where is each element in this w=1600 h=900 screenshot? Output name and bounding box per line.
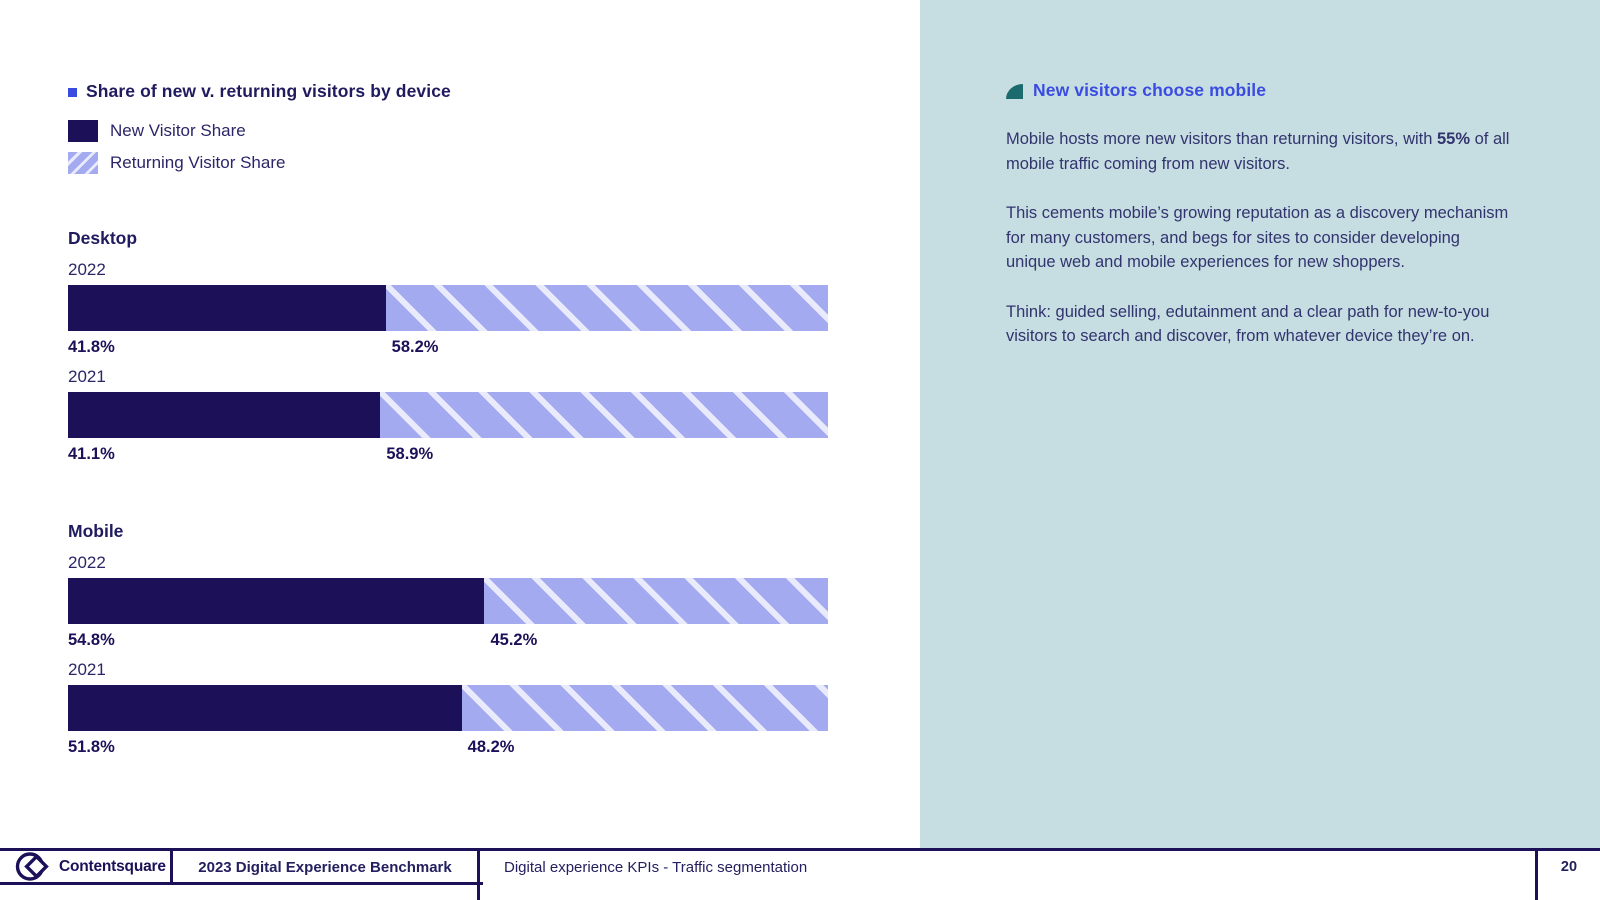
value-row: 41.8% 58.2% <box>68 335 828 359</box>
device-group-desktop: Desktop 2022 41.8% 58.2% 2021 <box>68 228 920 466</box>
section-title: Digital experience KPIs - Traffic segmen… <box>504 859 808 876</box>
year-label: 2022 <box>68 260 106 279</box>
insight-heading-row: New visitors choose mobile <box>1006 80 1510 101</box>
stacked-bar <box>68 685 828 731</box>
highlight-value: 55% <box>1437 130 1471 148</box>
chart-legend: New Visitor Share Returning Visitor Shar… <box>68 118 920 176</box>
year-label: 2021 <box>68 367 106 386</box>
footer-box-divider <box>0 882 483 885</box>
footer-bar: Contentsquare 2023 Digital Experience Be… <box>0 848 1600 900</box>
new-value-label: 41.8% <box>68 338 115 356</box>
bar-new-segment <box>68 685 462 731</box>
returning-value-label: 58.9% <box>386 445 434 463</box>
bar-row-mobile-2021: 2021 51.8% 48.2% <box>68 660 828 759</box>
footer-section-cell: Digital experience KPIs - Traffic segmen… <box>480 851 1538 900</box>
stacked-bar <box>68 392 828 438</box>
legend-swatch-new-visitor-icon <box>68 120 98 142</box>
bar-row-desktop-2022: 2022 41.8% 58.2% <box>68 260 828 359</box>
legend-item-returning-visitor: Returning Visitor Share <box>68 150 920 176</box>
returning-value-label: 58.2% <box>391 338 439 356</box>
returning-value-label: 48.2% <box>467 738 515 756</box>
year-label: 2021 <box>68 660 106 679</box>
device-group-mobile: Mobile 2022 54.8% 45.2% 2021 <box>68 521 920 759</box>
title-bullet-square-icon <box>68 88 77 97</box>
bar-new-segment <box>68 392 381 438</box>
stacked-bar <box>68 285 828 331</box>
legend-swatch-returning-visitor-icon <box>68 152 98 174</box>
legend-label-returning-visitor: Returning Visitor Share <box>110 153 286 172</box>
legend-item-new-visitor: New Visitor Share <box>68 118 920 144</box>
bar-new-segment <box>68 578 485 624</box>
bar-returning-segment <box>385 285 828 331</box>
value-row: 54.8% 45.2% <box>68 628 828 652</box>
bar-row-desktop-2021: 2021 41.1% 58.9% <box>68 367 828 466</box>
insight-heading: New visitors choose mobile <box>1033 80 1267 100</box>
bar-row-mobile-2022: 2022 54.8% 45.2% <box>68 553 828 652</box>
value-row: 41.1% 58.9% <box>68 442 828 466</box>
new-value-label: 51.8% <box>68 738 115 756</box>
chart-title: Share of new v. returning visitors by de… <box>86 80 451 101</box>
new-value-label: 54.8% <box>68 631 115 649</box>
page-number: 20 <box>1560 859 1578 875</box>
chart-panel: Share of new v. returning visitors by de… <box>68 80 920 759</box>
legend-label-new-visitor: New Visitor Share <box>110 121 246 140</box>
quarter-circle-icon <box>1006 83 1023 99</box>
bar-new-segment <box>68 285 386 331</box>
stacked-bar <box>68 578 828 624</box>
bar-returning-segment <box>380 392 828 438</box>
footer-report-title-cell: 2023 Digital Experience Benchmark <box>173 851 480 900</box>
insight-paragraph-2: This cements mobile’s growing reputation… <box>1006 204 1509 271</box>
insight-panel: New visitors choose mobile Mobile hosts … <box>920 0 1600 851</box>
year-label: 2022 <box>68 553 106 572</box>
footer-page-number-cell: 20 <box>1538 851 1600 900</box>
group-heading-desktop: Desktop <box>68 228 138 248</box>
chart-title-row: Share of new v. returning visitors by de… <box>68 80 920 102</box>
bar-returning-segment <box>461 685 828 731</box>
group-heading-mobile: Mobile <box>68 521 124 541</box>
report-title: 2023 Digital Experience Benchmark <box>198 859 452 876</box>
paragraph-text: Mobile hosts more new visitors than retu… <box>1006 130 1437 148</box>
bar-returning-segment <box>484 578 828 624</box>
contentsquare-logo-icon <box>15 852 49 881</box>
footer-brand-cell: Contentsquare <box>0 851 173 882</box>
insight-paragraph-3: Think: guided selling, edutainment and a… <box>1006 302 1490 346</box>
new-value-label: 41.1% <box>68 445 115 463</box>
value-row: 51.8% 48.2% <box>68 735 828 759</box>
paragraph-text: of all mobile traffic coming from new vi… <box>1006 130 1510 173</box>
brand-wordmark: Contentsquare <box>59 857 166 875</box>
returning-value-label: 45.2% <box>490 631 538 649</box>
insight-paragraph-1: Mobile hosts more new visitors than retu… <box>1006 127 1510 176</box>
